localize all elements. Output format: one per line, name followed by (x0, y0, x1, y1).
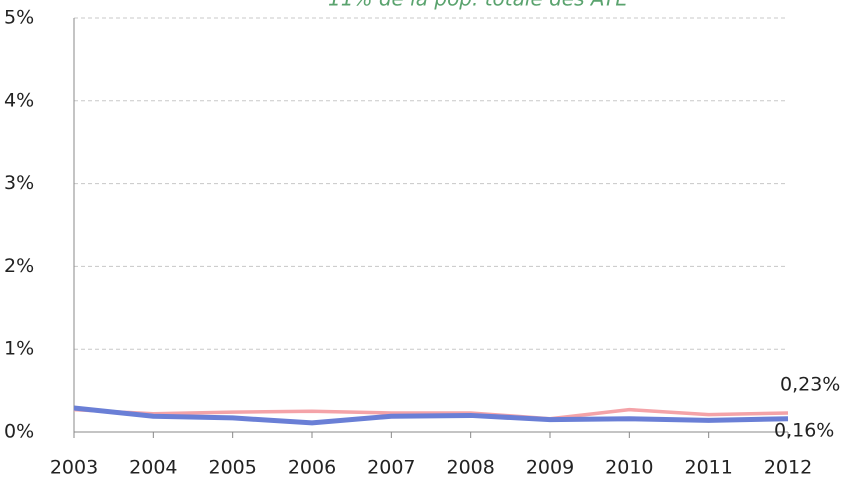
x-tick-label: 2007 (367, 457, 415, 479)
x-tick-label: 2012 (764, 457, 812, 479)
x-tick-label: 2009 (526, 457, 574, 479)
y-tick-label: 2% (4, 255, 34, 277)
x-tick-label: 2005 (208, 457, 256, 479)
y-tick-label: 4% (4, 89, 34, 111)
y-tick-label: 0% (4, 421, 34, 443)
y-tick-label: 1% (4, 338, 34, 360)
x-tick-label: 2006 (288, 457, 336, 479)
y-tick-label: 3% (4, 172, 34, 194)
line-series (73, 407, 789, 421)
x-tick-label: 2004 (129, 457, 177, 479)
x-tick-label: 2008 (446, 457, 494, 479)
x-tick-label: 2003 (50, 457, 98, 479)
x-tick-label: 2010 (605, 457, 653, 479)
data-label: 0,23% (780, 373, 840, 395)
line-series (73, 405, 789, 426)
y-tick-label: 5% (4, 7, 34, 29)
data-label: 0,16% (774, 419, 834, 441)
x-tick-label: 2011 (684, 457, 732, 479)
annotation: 11% de la pop. totale des ATE (328, 0, 628, 11)
